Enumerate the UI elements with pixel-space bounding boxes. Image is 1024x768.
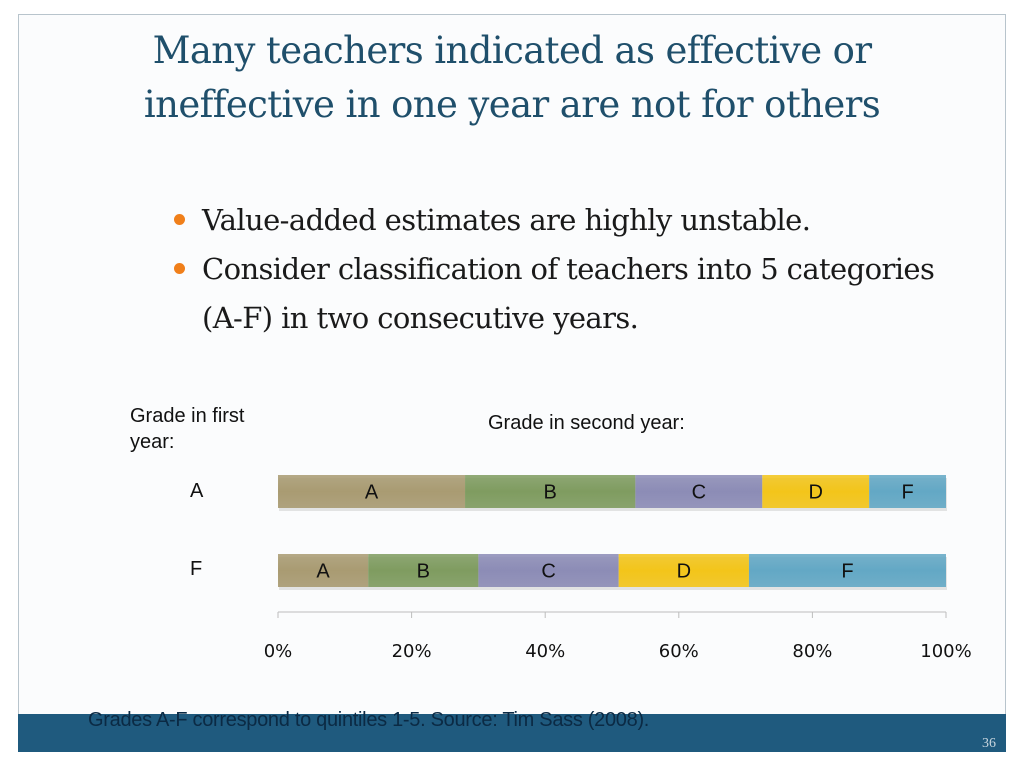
segment-label: D [677, 561, 691, 583]
segment-label: D [809, 482, 823, 504]
x-tick-label: 0% [264, 641, 293, 662]
bar-segment-a-c [635, 475, 763, 508]
y-axis-label: Grade in first year: [130, 405, 245, 453]
segment-label: C [692, 482, 706, 504]
bar-segment-a-d [762, 475, 870, 508]
slide-title: Many teachers indicated as effective or … [40, 24, 984, 132]
bullet-list: Value-added estimates are highly unstabl… [170, 196, 970, 343]
x-tick-label: 60% [659, 641, 699, 662]
segment-label: B [544, 482, 557, 504]
segment-label: B [417, 561, 430, 583]
bullet-item: Consider classification of teachers into… [170, 245, 970, 343]
bullet-dot-icon [174, 214, 185, 225]
bar-segment-a-b [465, 475, 636, 508]
segment-label: A [316, 561, 330, 583]
x-tick-label: 20% [392, 641, 432, 662]
bullet-text: Consider classification of teachers into… [202, 252, 935, 335]
bar-segment-f-d [618, 554, 749, 587]
bar-segment-a-f [869, 475, 946, 508]
segment-label: A [365, 482, 379, 504]
title-line-1: Many teachers indicated as effective or [152, 29, 872, 72]
row-label-a: A [190, 480, 204, 502]
bullet-dot-icon [174, 263, 185, 274]
x-tick-label: 100% [920, 641, 971, 662]
slide-frame [18, 14, 1006, 752]
x-tick-label: 80% [792, 641, 832, 662]
bar-segment-f-b [368, 554, 479, 587]
bullet-text: Value-added estimates are highly unstabl… [202, 203, 811, 237]
bar-segment-a-a [278, 475, 466, 508]
page-number: 36 [982, 736, 996, 751]
bar-segment-f-c [478, 554, 619, 587]
title-line-2: ineffective in one year are not for othe… [143, 83, 881, 126]
footnote: Grades A-F correspond to quintiles 1-5. … [88, 709, 650, 731]
footer-bar [18, 714, 1006, 752]
segment-label: C [541, 561, 555, 583]
row-label-f: F [190, 558, 203, 580]
bar-segment-f-a [278, 554, 369, 587]
x-tick-label: 40% [525, 641, 565, 662]
bar-segment-f-f [748, 554, 946, 587]
bullet-item: Value-added estimates are highly unstabl… [170, 196, 970, 245]
segment-label: F [841, 561, 853, 583]
legend-title: Grade in second year: [488, 412, 685, 434]
segment-label: F [901, 482, 913, 504]
